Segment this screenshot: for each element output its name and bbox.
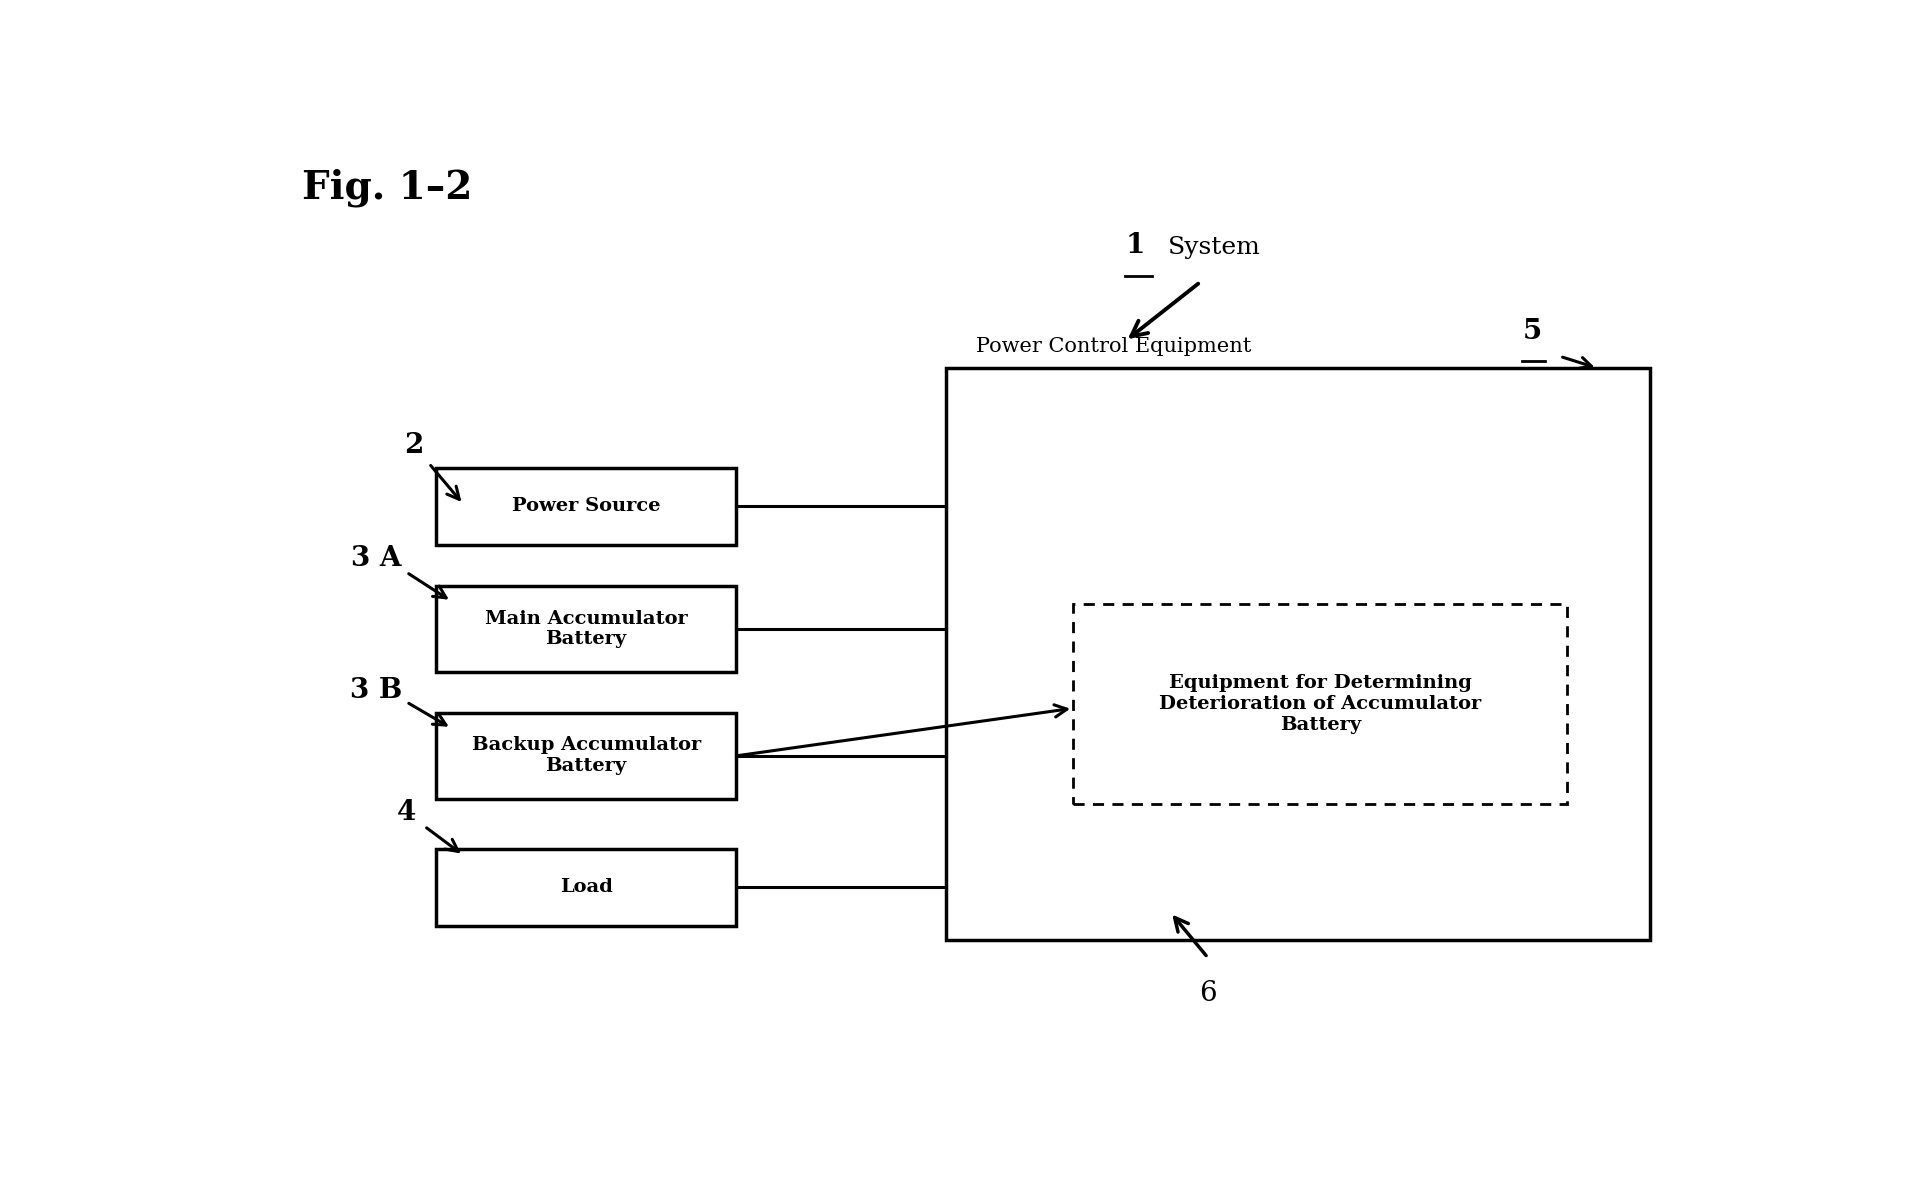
Text: 6: 6	[1198, 980, 1215, 1007]
Text: Main Accumulator
Battery: Main Accumulator Battery	[485, 609, 688, 648]
Bar	[437, 713, 736, 799]
Text: 4: 4	[396, 799, 415, 826]
Text: 1: 1	[1124, 232, 1144, 259]
Bar	[437, 468, 736, 545]
Text: System: System	[1167, 237, 1260, 259]
Text: Load: Load	[560, 879, 612, 896]
Text: Backup Accumulator
Battery: Backup Accumulator Battery	[471, 736, 701, 775]
Bar	[945, 368, 1650, 940]
Text: Fig. 1–2: Fig. 1–2	[301, 168, 471, 207]
Bar	[437, 849, 736, 926]
Text: Power Source: Power Source	[512, 497, 661, 516]
Text: 3 A: 3 A	[352, 545, 402, 573]
Text: 5: 5	[1522, 318, 1542, 345]
Bar	[437, 585, 736, 671]
Bar	[1072, 604, 1567, 803]
Text: 2: 2	[404, 431, 423, 458]
Text: Power Control Equipment: Power Control Equipment	[976, 337, 1250, 356]
Text: 3 B: 3 B	[350, 676, 402, 703]
Text: Equipment for Determining
Deterioration of Accumulator
Battery: Equipment for Determining Deterioration …	[1159, 674, 1480, 734]
